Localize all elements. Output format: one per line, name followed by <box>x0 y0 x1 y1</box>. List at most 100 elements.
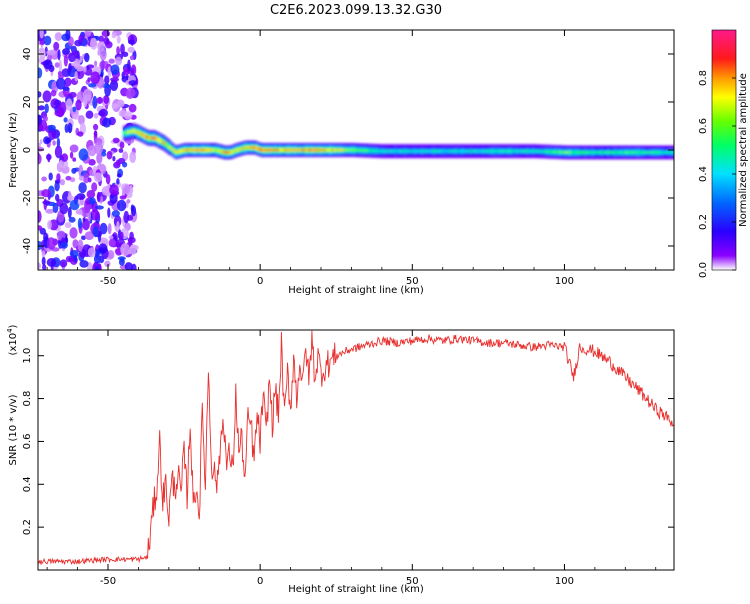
noise-blob <box>90 37 98 50</box>
ridge-cell <box>571 151 575 154</box>
ridge-cell <box>556 151 559 153</box>
ridge-cell <box>513 150 516 153</box>
ridge-cell <box>422 150 426 153</box>
ridge-cell <box>272 149 275 151</box>
ridge-cell <box>514 150 518 153</box>
ridge-cell <box>163 142 166 145</box>
ridge-cell <box>302 149 305 151</box>
noise-blob <box>38 153 42 165</box>
ridge-cell <box>424 150 427 153</box>
noise-blob <box>116 35 121 44</box>
noise-blob <box>46 237 56 250</box>
ridge-cell <box>143 134 146 137</box>
noise-blob <box>106 150 113 160</box>
ridge-cell <box>668 151 672 154</box>
ridge-cell <box>476 150 479 153</box>
ridge-cell <box>647 151 650 154</box>
noise-blob <box>96 152 103 164</box>
ridge-cell <box>139 132 143 136</box>
ridge-cell <box>133 130 136 133</box>
ridge-cell <box>367 149 370 152</box>
ridge-cell <box>288 149 292 151</box>
y-tick-label: 1.0 <box>22 348 33 364</box>
ridge-cell <box>392 150 395 153</box>
ridge-cell <box>305 149 308 151</box>
noise-blob <box>69 249 79 258</box>
noise-blob <box>101 30 111 37</box>
noise-blob <box>38 67 43 79</box>
ridge-cell <box>391 150 394 153</box>
ridge-cell <box>560 151 563 154</box>
ridge-cell <box>632 151 635 154</box>
noise-blob <box>86 190 96 199</box>
noise-blob <box>91 182 98 192</box>
ridge-cell <box>399 150 402 153</box>
noise-blob <box>116 199 127 212</box>
ridge-cell <box>310 149 313 151</box>
ridge-cell <box>441 150 444 153</box>
ridge-cell <box>150 136 153 140</box>
colorbar-tick-label: 0.4 <box>698 166 709 182</box>
noise-blob <box>119 195 127 200</box>
ridge-cell <box>397 150 400 153</box>
noise-blob <box>92 225 99 238</box>
ridge-cell <box>454 150 457 153</box>
ridge-cell <box>635 151 638 154</box>
noise-blob <box>127 39 135 45</box>
noise-blob <box>44 103 49 114</box>
noise-blob <box>102 117 112 128</box>
noise-blob <box>129 151 137 163</box>
noise-blob <box>115 56 122 66</box>
ridge-cell <box>314 149 317 151</box>
x-tick-label: 100 <box>555 276 574 287</box>
noise-blob <box>62 86 70 91</box>
noise-blob <box>77 131 84 137</box>
ridge-cell <box>255 147 258 150</box>
noise-blob <box>88 197 96 205</box>
noise-blob <box>57 49 61 61</box>
ridge-cell <box>449 150 452 153</box>
noise-blob <box>115 159 121 166</box>
ridge-cell <box>407 150 410 153</box>
noise-blob <box>124 262 133 270</box>
noise-blob <box>39 30 44 39</box>
noise-blob <box>68 190 72 201</box>
ridge-cell <box>349 149 352 151</box>
ridge-cell <box>180 150 183 152</box>
ridge-cell <box>427 150 431 153</box>
ridge-cell <box>491 150 494 153</box>
ridge-cell <box>469 150 472 153</box>
ridge-cell <box>375 150 379 152</box>
noise-blob <box>77 199 86 206</box>
ridge-cell <box>238 148 241 151</box>
x-tick-label: 0 <box>257 576 263 587</box>
noise-blob <box>42 264 47 270</box>
ridge-cell <box>268 149 272 151</box>
noise-blob <box>67 122 73 134</box>
noise-blob <box>38 47 44 53</box>
noise-blob <box>99 60 106 70</box>
ridge-cell <box>124 131 128 134</box>
noise-blob <box>98 111 106 117</box>
ridge-cell <box>630 151 633 154</box>
ridge-cell <box>663 151 667 154</box>
snr-ylabel: SNR (10 * v/v) <box>8 394 19 465</box>
ridge-cell <box>300 149 303 151</box>
ridge-cell <box>156 138 159 141</box>
ridge-cell <box>658 151 662 154</box>
ridge-cell <box>580 151 583 154</box>
ridge-cell <box>151 136 154 140</box>
noise-blob <box>116 173 122 178</box>
ridge-cell <box>642 151 645 154</box>
ridge-cell <box>586 151 590 154</box>
ridge-cell <box>570 151 573 154</box>
noise-blob <box>63 117 68 123</box>
noise-blob <box>107 207 111 218</box>
ridge-cell <box>603 151 606 154</box>
ridge-cell <box>426 150 429 153</box>
ridge-cell <box>516 150 519 153</box>
noise-blob <box>65 30 71 41</box>
ridge-cell <box>583 151 586 154</box>
noise-blob <box>69 151 74 159</box>
